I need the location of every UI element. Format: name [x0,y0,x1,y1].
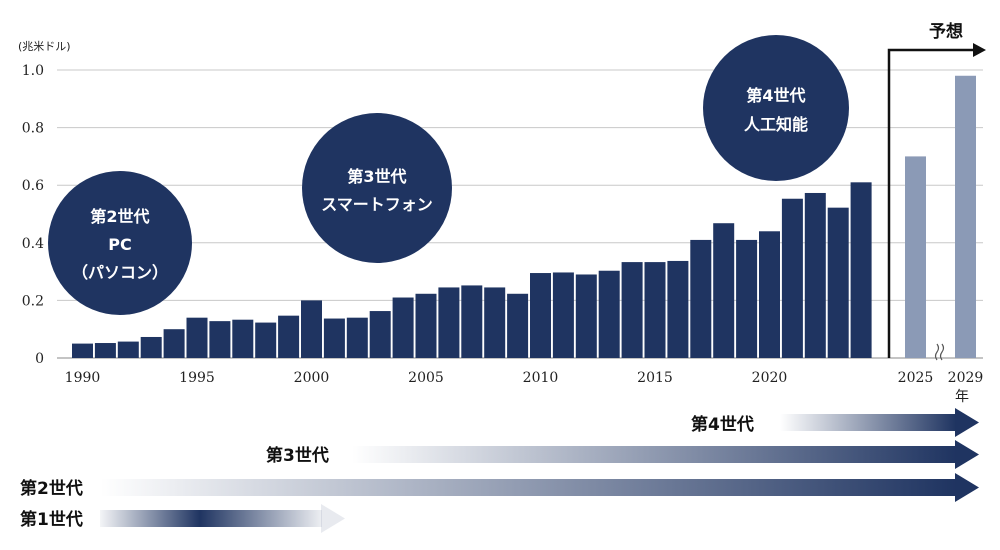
bar-2014 [621,262,643,358]
x-axis-year-label: 年 [955,389,969,405]
x-axis-ticks: 1990 1995 2000 2005 2010 2015 2020 2025 2029 [65,370,984,386]
bubble-4-line-1: 第4世代 [746,86,805,105]
generation-arrow-1 [100,504,345,533]
bar-1996 [209,321,231,358]
bar-2021 [781,198,803,358]
generation-arrow-3 [352,440,979,469]
bubble-2-line-2: PC [108,235,131,254]
bubble-2-line-1: 第2世代 [90,207,149,226]
bar-2001 [323,318,345,358]
bubble-3-line-2: スマートフォン [321,195,433,214]
bar-2000 [301,300,322,358]
bar-2006 [438,287,460,358]
bar-2012 [575,274,597,358]
y-tick-label: 0.6 [22,178,44,194]
bar-1991 [94,343,116,358]
x-tick-label-forecast: 2029 [948,370,984,386]
bar-2020 [759,231,780,358]
bar-2005 [415,293,437,358]
bubble-generation-4: 第4世代 人工知能 [703,35,849,181]
bar-2002 [346,317,368,358]
bar-1999 [278,315,300,358]
x-tick-label: 2020 [752,370,788,386]
x-tick-label: 2000 [294,370,330,386]
bar-2015 [644,262,666,358]
bar-2010 [530,273,551,358]
y-axis-ticks: 0 0.2 0.4 0.6 0.8 1.0 [22,63,44,367]
bar-2011 [552,272,574,358]
x-tick-label: 1990 [65,370,101,386]
y-tick-label: 0.4 [22,236,44,252]
bubble-generation-2: 第2世代 PC （パソコン） [48,171,192,315]
forecast-bars [905,75,976,358]
bar-2009 [507,293,529,358]
bar-2007 [461,285,483,358]
axis-break-symbol [934,343,945,361]
bar-2024 [850,182,872,358]
bar-2018 [713,223,735,358]
bar-1998 [255,322,277,358]
x-tick-label: 2015 [637,370,673,386]
bar-2017 [690,239,712,358]
bubble-4-line-2: 人工知能 [744,115,808,134]
generation-arrow-4 [780,408,979,437]
y-tick-label: 1.0 [22,63,44,79]
bar-2003 [369,311,391,358]
generation-arrow-2 [100,473,979,502]
forecast-bar-2025 [905,156,926,358]
bubble-generation-3: 第3世代 スマートフォン [302,113,452,263]
bar-2023 [827,207,849,358]
bar-1997 [232,319,254,358]
y-axis-unit-label: (兆米ドル) [18,40,71,53]
generation-label-2: 第2世代 [20,478,83,499]
forecast-bar-2029 [955,75,976,358]
y-tick-label: 0.8 [22,121,44,137]
x-tick-label-forecast: 2025 [898,370,934,386]
y-tick-label: 0.2 [22,293,44,309]
x-tick-label: 1995 [179,370,215,386]
bubble-2-line-3: （パソコン） [72,263,168,282]
bar-2013 [598,270,620,358]
bar-1994 [163,329,185,358]
forecast-label: 予想 [929,21,963,42]
bubble-3-line-1: 第3世代 [347,167,406,186]
bar-2019 [736,239,758,358]
bar-1993 [140,336,162,358]
generation-label-1: 第1世代 [20,509,83,530]
bar-1990 [72,343,93,358]
generation-label-4: 第4世代 [691,414,754,435]
generation-label-3: 第3世代 [266,445,329,466]
bar-1995 [186,317,208,358]
bars [72,182,872,358]
bar-2004 [392,297,414,358]
bar-1992 [117,341,139,358]
bar-2008 [484,287,506,358]
x-tick-label: 2010 [523,370,559,386]
bar-2022 [804,192,826,358]
y-tick-label: 0 [35,351,44,367]
forecast-divider [887,43,986,358]
bar-2016 [667,260,689,358]
x-tick-label: 2005 [408,370,444,386]
